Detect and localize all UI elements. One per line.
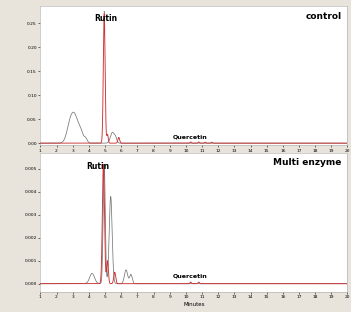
Text: Quercetin: Quercetin bbox=[173, 274, 208, 279]
X-axis label: Minutes: Minutes bbox=[183, 302, 205, 307]
Text: Rutin: Rutin bbox=[94, 14, 118, 23]
Text: control: control bbox=[305, 12, 342, 21]
Text: Rutin: Rutin bbox=[86, 162, 110, 171]
Text: Multi enzyme: Multi enzyme bbox=[273, 158, 342, 168]
Text: Quercetin: Quercetin bbox=[173, 134, 208, 139]
